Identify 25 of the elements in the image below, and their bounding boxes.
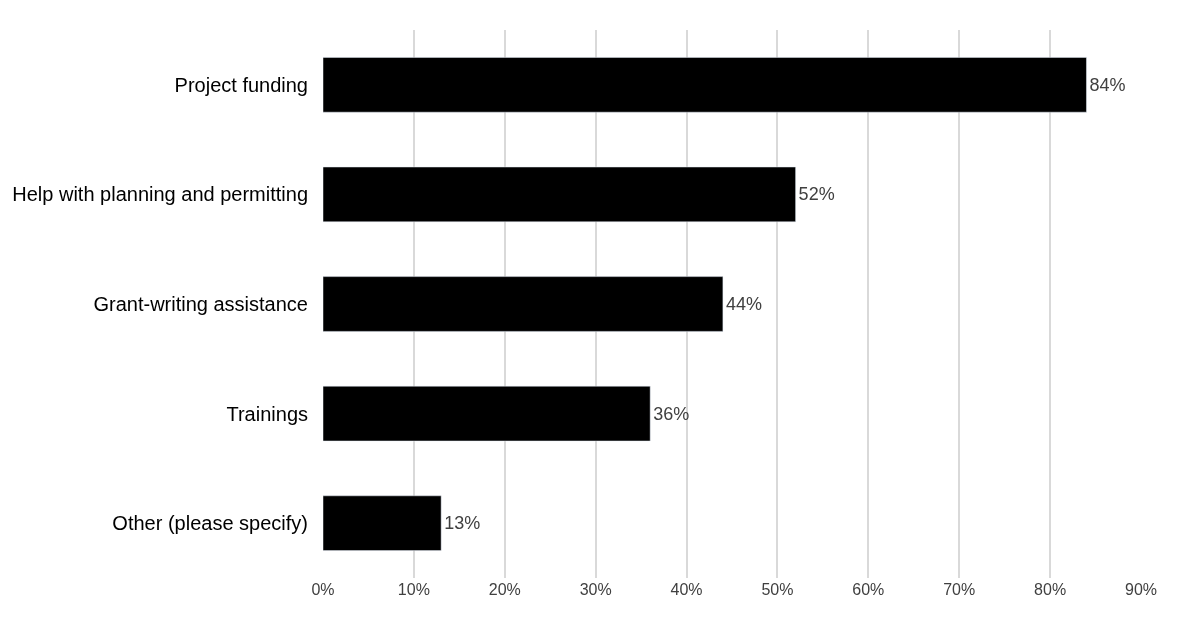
bar: [323, 166, 796, 223]
x-tick-label: 70%: [943, 581, 976, 598]
y-tick-label: Help with planning and permitting: [12, 183, 308, 206]
y-tick-label: Grant-writing assistance: [93, 293, 308, 315]
y-tick-label: Project funding: [174, 73, 308, 96]
data-label: 44%: [725, 294, 762, 314]
data-label: 13%: [444, 513, 481, 534]
x-tick-label: 30%: [579, 581, 612, 598]
x-tick-label: 20%: [488, 581, 521, 598]
y-tick-label: Other (please specify): [112, 512, 308, 535]
data-label: 84%: [1089, 74, 1126, 95]
x-tick-label: 90%: [1124, 581, 1158, 598]
x-tick-label: 80%: [1034, 581, 1067, 598]
data-label: 52%: [798, 184, 835, 205]
x-tick-label: 0%: [311, 581, 335, 598]
bar: [323, 385, 651, 442]
bar: [323, 276, 724, 332]
bar: [323, 495, 442, 551]
x-tick-label: 50%: [761, 581, 794, 598]
x-tick-label: 10%: [397, 581, 430, 598]
bar: [323, 57, 1087, 113]
x-tick-label: 40%: [670, 581, 703, 598]
y-tick-label: Trainings: [226, 402, 308, 425]
data-label: 36%: [653, 403, 690, 424]
x-tick-label: 60%: [852, 581, 885, 598]
